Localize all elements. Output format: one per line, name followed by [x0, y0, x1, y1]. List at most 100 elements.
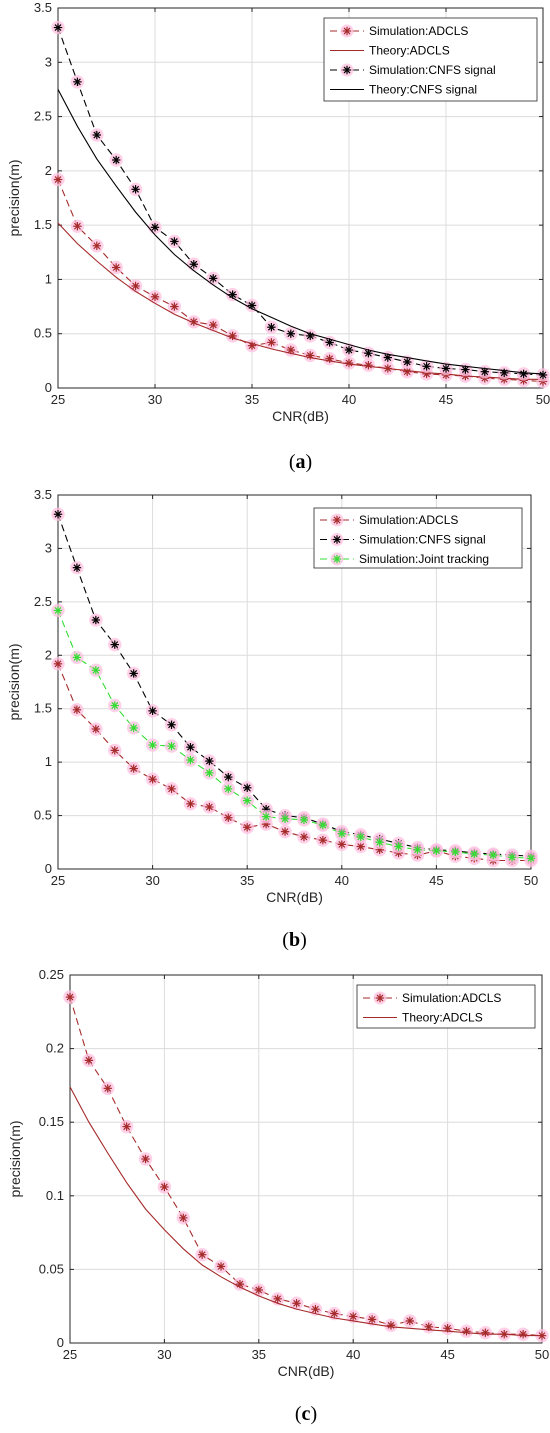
legend-label: Simulation:ADCLS	[402, 991, 501, 1005]
data-point	[160, 1182, 169, 1192]
x-axis-label: CNR(dB)	[278, 1363, 335, 1379]
y-tick-label: 0.5	[34, 808, 52, 823]
data-point	[267, 323, 276, 332]
x-tick-label: 50	[535, 1347, 549, 1362]
data-point	[73, 77, 82, 87]
x-tick-label: 35	[240, 873, 254, 888]
panel-caption: (b)	[282, 929, 306, 951]
data-point	[273, 1294, 282, 1304]
y-tick-label: 3.5	[34, 0, 52, 15]
series-theory-adcls	[69, 1086, 542, 1337]
axes-box	[57, 494, 532, 870]
y-tick-label: 0.5	[34, 326, 52, 341]
data-point	[441, 364, 451, 373]
data-point	[432, 846, 441, 856]
data-point	[197, 1250, 207, 1259]
data-point	[131, 281, 140, 291]
data-point	[375, 838, 384, 847]
data-point	[112, 155, 121, 165]
axes-box	[57, 7, 544, 389]
y-tick-label: 2.5	[34, 594, 52, 609]
data-point	[451, 847, 460, 857]
data-point	[179, 1213, 188, 1223]
y-tick-label: 0	[45, 861, 52, 876]
data-point	[186, 742, 195, 752]
series-theory-adcls	[57, 222, 543, 380]
data-point	[526, 854, 536, 863]
x-axis-label: CNR(dB)	[272, 408, 329, 424]
data-point	[205, 768, 214, 778]
x-tick-label: 30	[145, 873, 159, 888]
legend-swatch-marker	[330, 513, 344, 527]
x-tick-label: 50	[524, 873, 538, 888]
legend-swatch-marker	[373, 991, 387, 1005]
legend: Simulation:ADCLS Simulation:CNFS signal Si…	[313, 507, 523, 569]
data-point	[205, 756, 214, 766]
y-tick-label: 3	[45, 54, 52, 69]
data-point	[405, 1316, 415, 1326]
y-tick-label: 0.25	[39, 967, 64, 982]
data-point	[72, 563, 82, 572]
legend-item: Simulation:ADCLS	[330, 24, 468, 38]
data-point	[364, 361, 373, 370]
y-tick-label: 0.15	[39, 1114, 64, 1129]
data-point	[243, 796, 252, 805]
y-tick-label: 1.5	[34, 217, 52, 232]
legend-label: Simulation:Joint tracking	[359, 552, 489, 566]
data-point	[470, 849, 479, 859]
data-point	[189, 260, 198, 269]
legend-item: Theory:ADCLS	[330, 44, 450, 58]
legend-label: Simulation:CNFS signal	[359, 533, 486, 547]
data-point	[141, 1154, 150, 1164]
data-point	[224, 772, 233, 782]
data-point	[205, 802, 214, 812]
data-point	[299, 832, 309, 842]
x-tick-label: 45	[439, 392, 453, 407]
data-point	[72, 705, 82, 714]
data-point	[243, 783, 252, 792]
data-point	[92, 241, 101, 250]
y-tick-label: 0.2	[46, 1041, 64, 1056]
data-point	[443, 1324, 452, 1333]
y-tick-label: 1.5	[34, 701, 52, 716]
data-point	[383, 353, 392, 362]
data-point	[330, 1309, 339, 1318]
data-point	[131, 185, 140, 194]
data-point	[507, 853, 517, 862]
data-point	[92, 130, 101, 140]
legend-label: Simulation:CNFS signal	[369, 63, 496, 77]
data-point	[344, 345, 354, 355]
data-point	[150, 292, 160, 301]
y-tick-label: 3.5	[34, 487, 52, 502]
legend-swatch-marker	[340, 24, 354, 38]
data-point	[170, 302, 179, 311]
data-point	[337, 840, 346, 849]
data-point	[367, 1315, 377, 1324]
series-line	[69, 1086, 542, 1337]
legend-label: Theory:CNFS signal	[369, 83, 477, 97]
x-tick-label: 50	[536, 392, 550, 407]
data-point	[209, 320, 218, 330]
data-point	[286, 329, 295, 338]
data-point	[170, 237, 179, 246]
legend-item: Simulation:ADCLS	[363, 991, 501, 1005]
y-tick-label: 0.1	[46, 1188, 64, 1203]
y-axis-label: precision(m)	[6, 643, 22, 720]
data-point	[280, 814, 290, 823]
x-tick-label: 40	[335, 873, 349, 888]
data-point	[167, 741, 176, 751]
data-point	[267, 338, 276, 347]
y-tick-label: 0.05	[39, 1261, 64, 1276]
data-point	[53, 175, 63, 184]
data-point	[53, 23, 63, 32]
tick-marks	[69, 974, 543, 1344]
data-point	[261, 812, 271, 821]
data-point	[129, 764, 138, 773]
data-point	[73, 222, 82, 231]
data-point	[148, 740, 157, 750]
data-point	[413, 845, 422, 854]
legend-item: Simulation:Joint tracking	[320, 552, 489, 566]
data-point	[519, 369, 528, 379]
data-point	[167, 720, 176, 729]
